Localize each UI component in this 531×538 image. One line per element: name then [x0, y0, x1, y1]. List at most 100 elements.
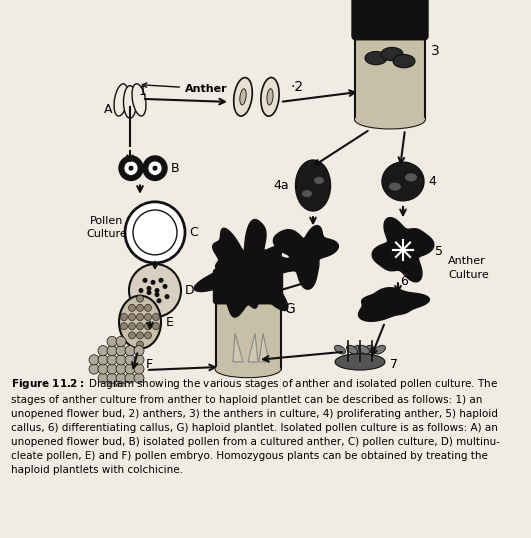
Circle shape: [141, 296, 145, 301]
Ellipse shape: [302, 190, 312, 197]
Text: ·2: ·2: [290, 80, 303, 94]
Circle shape: [107, 373, 117, 383]
Circle shape: [116, 336, 126, 346]
Circle shape: [107, 355, 117, 365]
Polygon shape: [216, 301, 280, 369]
Polygon shape: [372, 217, 434, 282]
Text: 4a: 4a: [273, 179, 289, 192]
Circle shape: [125, 373, 135, 383]
Circle shape: [116, 364, 126, 374]
Circle shape: [144, 323, 151, 330]
Text: 7: 7: [390, 358, 398, 371]
Polygon shape: [194, 220, 299, 317]
Circle shape: [144, 332, 151, 339]
Text: F: F: [146, 358, 153, 371]
Circle shape: [152, 323, 159, 330]
Text: 3: 3: [431, 44, 440, 58]
Text: 5a: 5a: [265, 251, 281, 264]
Circle shape: [107, 336, 117, 346]
FancyBboxPatch shape: [352, 0, 428, 40]
Circle shape: [124, 161, 138, 175]
Circle shape: [89, 364, 99, 374]
Circle shape: [142, 278, 148, 283]
Circle shape: [98, 355, 108, 365]
Text: C: C: [189, 226, 198, 239]
Ellipse shape: [132, 84, 146, 116]
Polygon shape: [248, 334, 258, 362]
Circle shape: [116, 373, 126, 383]
Circle shape: [147, 286, 151, 291]
Circle shape: [116, 355, 126, 365]
Circle shape: [116, 345, 126, 356]
Ellipse shape: [261, 77, 279, 116]
FancyBboxPatch shape: [213, 269, 282, 304]
Ellipse shape: [314, 177, 324, 184]
Circle shape: [107, 383, 117, 392]
Circle shape: [129, 332, 135, 339]
Polygon shape: [233, 334, 243, 362]
Ellipse shape: [374, 345, 386, 354]
Circle shape: [89, 355, 99, 365]
Ellipse shape: [350, 345, 362, 354]
Ellipse shape: [295, 160, 330, 211]
Ellipse shape: [389, 182, 401, 190]
Circle shape: [162, 284, 167, 289]
Ellipse shape: [119, 295, 161, 349]
Polygon shape: [358, 288, 430, 321]
Text: D: D: [185, 284, 195, 297]
Circle shape: [155, 288, 159, 293]
Circle shape: [134, 373, 144, 383]
Circle shape: [157, 298, 161, 303]
Circle shape: [119, 156, 143, 180]
Circle shape: [129, 323, 135, 330]
Circle shape: [136, 332, 143, 339]
Ellipse shape: [381, 47, 403, 61]
Ellipse shape: [358, 345, 370, 354]
Circle shape: [136, 314, 143, 321]
Text: 1: 1: [139, 85, 147, 98]
Circle shape: [136, 341, 143, 348]
Circle shape: [144, 314, 151, 321]
Ellipse shape: [216, 361, 280, 377]
Circle shape: [134, 364, 144, 374]
Circle shape: [147, 290, 151, 295]
Circle shape: [129, 314, 135, 321]
Text: 5: 5: [435, 245, 443, 258]
Circle shape: [125, 202, 185, 263]
Circle shape: [134, 345, 144, 356]
Circle shape: [98, 364, 108, 374]
Circle shape: [134, 355, 144, 365]
Text: E: E: [166, 316, 174, 329]
Text: B: B: [171, 162, 179, 175]
Ellipse shape: [405, 173, 417, 181]
Circle shape: [136, 295, 143, 302]
Text: Pollen
Culture: Pollen Culture: [87, 216, 127, 239]
Circle shape: [149, 300, 153, 305]
Ellipse shape: [335, 345, 346, 354]
Text: Anther: Anther: [142, 83, 228, 94]
Circle shape: [125, 345, 135, 356]
Circle shape: [129, 305, 135, 312]
Ellipse shape: [267, 89, 273, 105]
Text: 6: 6: [400, 275, 408, 288]
Polygon shape: [355, 36, 425, 119]
Circle shape: [129, 264, 181, 317]
Circle shape: [125, 364, 135, 374]
Circle shape: [158, 278, 164, 283]
Ellipse shape: [363, 345, 373, 354]
Text: G: G: [285, 302, 295, 316]
Text: 4: 4: [428, 175, 436, 188]
Circle shape: [155, 292, 159, 297]
Ellipse shape: [124, 86, 136, 118]
Ellipse shape: [382, 162, 424, 201]
Text: Anther
Culture: Anther Culture: [448, 257, 489, 280]
Circle shape: [107, 364, 117, 374]
Ellipse shape: [355, 110, 425, 129]
Circle shape: [98, 373, 108, 383]
Ellipse shape: [365, 52, 387, 65]
Circle shape: [139, 288, 143, 293]
Ellipse shape: [347, 345, 357, 354]
Ellipse shape: [234, 77, 252, 116]
Ellipse shape: [114, 84, 128, 116]
Ellipse shape: [393, 54, 415, 68]
